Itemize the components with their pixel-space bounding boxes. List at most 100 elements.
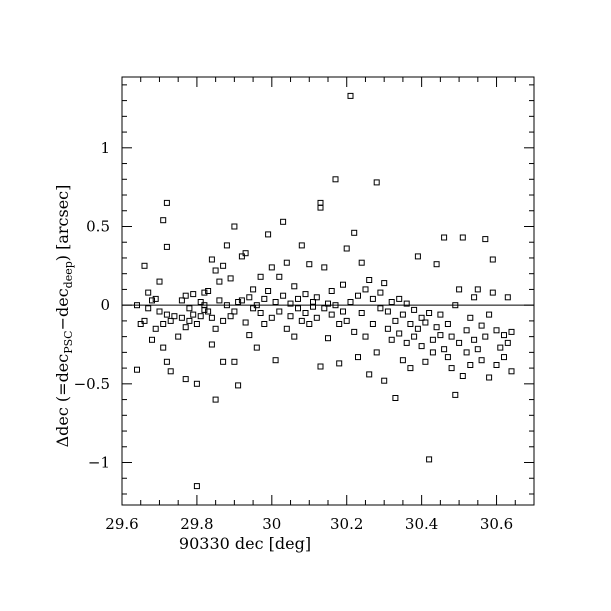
data-point (366, 277, 373, 283)
data-point (298, 317, 305, 324)
data-point (497, 344, 504, 351)
data-point (272, 357, 279, 364)
data-point (448, 365, 455, 372)
data-point (501, 354, 507, 361)
data-point (302, 310, 309, 316)
x-tick-label: 29.6 (105, 515, 138, 533)
data-point (396, 295, 403, 302)
data-point (134, 366, 140, 373)
data-point (463, 327, 470, 334)
data-point (396, 330, 403, 337)
data-point (163, 199, 170, 206)
data-point (208, 314, 215, 321)
data-point (208, 256, 215, 263)
data-point (295, 305, 301, 312)
data-point (351, 229, 358, 236)
data-point (291, 333, 298, 340)
data-point (201, 289, 208, 296)
data-point (392, 317, 399, 324)
data-point (160, 321, 167, 327)
data-point (235, 299, 242, 305)
data-point (459, 373, 466, 379)
data-point (167, 368, 174, 375)
data-point (444, 354, 451, 361)
data-point (193, 321, 200, 327)
data-point (411, 333, 418, 340)
data-point (208, 341, 215, 348)
data-point (392, 395, 399, 401)
data-point (321, 264, 328, 271)
data-point (411, 306, 418, 313)
data-point (351, 328, 358, 335)
data-point (366, 371, 373, 378)
data-point (250, 305, 257, 312)
data-point (369, 295, 376, 302)
data-point (388, 299, 395, 305)
data-point (501, 332, 507, 339)
tick-labels: 29.6 29.8 30 30.2 30.4 30.6 −1 −0.5 0 0.5 1 (74, 139, 514, 533)
data-point (171, 313, 178, 320)
data-point (482, 333, 489, 340)
data-point (137, 321, 144, 327)
data-point (369, 321, 376, 327)
data-point (306, 321, 313, 327)
data-point (223, 242, 230, 249)
data-point (328, 311, 335, 318)
data-point (141, 262, 148, 269)
data-point (426, 310, 433, 316)
data-point (381, 377, 388, 384)
data-point (467, 362, 474, 368)
data-point (134, 302, 140, 309)
data-point (160, 344, 167, 351)
data-point (489, 289, 496, 296)
data-point (467, 314, 474, 321)
data-point (474, 286, 481, 293)
data-point (306, 261, 313, 268)
data-point (418, 314, 425, 321)
data-point (471, 336, 478, 343)
data-point (216, 297, 223, 304)
x-tick-label: 30 (262, 515, 281, 533)
data-point (486, 311, 493, 318)
data-point (437, 332, 444, 339)
data-point (347, 92, 354, 99)
data-point (377, 305, 384, 312)
data-point (422, 358, 429, 365)
data-point (336, 321, 343, 327)
data-point (332, 176, 339, 183)
data-point (325, 335, 331, 342)
data-point (358, 259, 365, 266)
data-point (182, 324, 189, 331)
data-point (212, 396, 219, 403)
data-point (216, 278, 223, 285)
data-point (280, 292, 287, 299)
data-point (280, 218, 287, 225)
data-point (220, 317, 227, 324)
data-point (418, 343, 425, 350)
data-point (373, 179, 380, 186)
data-point (463, 349, 470, 356)
data-point (145, 305, 152, 312)
data-point (403, 300, 410, 307)
data-point (152, 295, 159, 302)
data-point (261, 295, 268, 302)
data-point (448, 333, 455, 340)
data-point (355, 354, 361, 361)
data-point (257, 310, 264, 316)
data-point (399, 311, 406, 318)
data-point (321, 305, 328, 312)
data-point (265, 288, 272, 294)
data-points (134, 92, 515, 490)
x-tick-label: 30.2 (330, 515, 363, 533)
data-point (384, 308, 391, 315)
data-point (287, 313, 294, 320)
data-point (178, 314, 185, 321)
data-point (325, 300, 331, 307)
data-point (508, 328, 515, 335)
data-point (317, 204, 324, 211)
data-point (317, 363, 324, 370)
y-tick-label: 0.5 (86, 217, 110, 235)
data-point (414, 253, 421, 260)
data-point (231, 223, 238, 230)
data-point (175, 333, 182, 340)
